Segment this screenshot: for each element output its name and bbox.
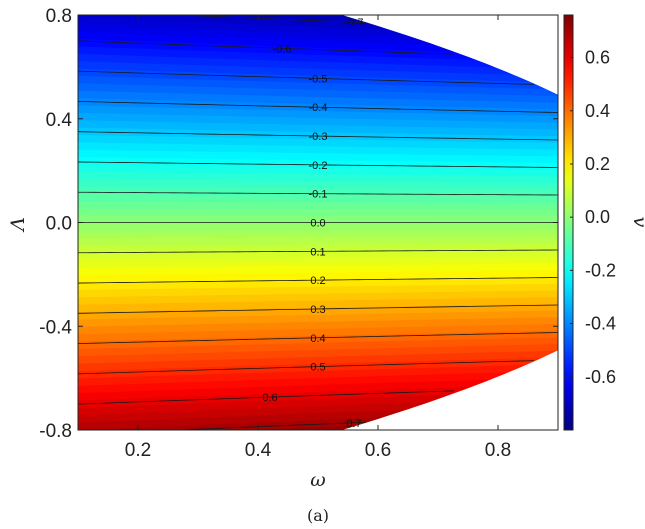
contour-line: [78, 131, 558, 141]
contour-label: -0.2: [309, 160, 328, 172]
colorbar-ticks: 0.6 0.4 0.2 0.0 -0.2 -0.4 -0.6: [570, 48, 616, 387]
contour-line: [78, 277, 558, 284]
contour-label: 0.5: [310, 362, 325, 374]
y-tick-label: -0.8: [39, 421, 72, 442]
colorbar-tick-label: 0.2: [585, 154, 610, 174]
contour-bands: [78, 0, 558, 430]
contour-labels: -0.7 -0.6 -0.5 -0.4 -0.3 -0.2 -0.1 0.0 0.1 0.2 0.3…: [262, 17, 363, 430]
contour-label: -0.5: [309, 73, 328, 85]
colorbar-bar: [563, 14, 574, 431]
colorbar: 0.6 0.4 0.2 0.0 -0.2 -0.4 -0.6 v: [563, 14, 645, 431]
y-axis-label: Λ: [7, 217, 29, 233]
contour-line: [78, 161, 558, 168]
contour-line: [78, 304, 558, 314]
contour-label: -0.1: [309, 189, 328, 201]
contour-label: -0.7: [345, 17, 364, 29]
contour-label: 0.7: [346, 418, 361, 430]
contour-label: -0.6: [273, 43, 292, 55]
y-tick-label: -0.4: [39, 317, 72, 338]
contour-band: [78, 208, 558, 218]
contour-label: -0.4: [309, 102, 328, 114]
y-tick-label: 0.8: [46, 6, 72, 27]
x-tick-label: 0.2: [125, 440, 151, 461]
colorbar-tick-label: 0.4: [585, 101, 610, 121]
contour-label: 0.2: [310, 275, 325, 287]
contour-line: [181, 15, 367, 24]
contour-band: [78, 0, 558, 9]
colorbar-tick-label: -0.6: [585, 367, 616, 387]
contour-label: -0.3: [309, 131, 328, 143]
x-axis: 0.2 0.4 0.6 0.8: [125, 15, 511, 461]
contour-line: [78, 332, 558, 344]
contour-line: [78, 191, 558, 196]
contour-line: [181, 421, 367, 430]
contour-label: 0.0: [310, 218, 325, 230]
contour-label: 0.3: [310, 304, 325, 316]
contour-label: 0.6: [262, 392, 277, 404]
x-tick-label: 0.4: [245, 440, 272, 461]
colorbar-tick-label: -0.2: [585, 260, 616, 280]
contour-line: [78, 249, 558, 254]
contour-line: [78, 101, 558, 113]
y-tick-label: 0.4: [46, 110, 73, 131]
colorbar-tick-label: -0.4: [585, 314, 616, 334]
colorbar-tick-label: 0.0: [585, 207, 610, 227]
y-tick-label: 0.0: [46, 214, 72, 235]
y-axis: 0.8 0.4 0.0 -0.4 -0.8: [39, 6, 558, 442]
colorbar-label: v: [629, 217, 645, 228]
domain-mask: [342, 15, 558, 430]
contour-line: [78, 70, 535, 85]
contour-label: 0.1: [310, 246, 325, 258]
x-axis-label: ω: [310, 469, 326, 491]
contour-line: [78, 40, 455, 55]
contour-line: [78, 390, 455, 405]
colorbar-tick-label: 0.6: [585, 48, 610, 68]
figure-caption: (a): [307, 506, 329, 525]
x-tick-label: 0.6: [365, 440, 391, 461]
contour-band: [527, 15, 558, 17]
x-tick-label: 0.8: [485, 440, 511, 461]
contour-lines: [78, 15, 558, 430]
contour-label: 0.4: [310, 333, 325, 345]
contour-line: [78, 360, 535, 375]
plot-area: -0.7 -0.6 -0.5 -0.4 -0.3 -0.2 -0.1 0.0 0.1 0.2 0.3…: [77, 0, 559, 431]
